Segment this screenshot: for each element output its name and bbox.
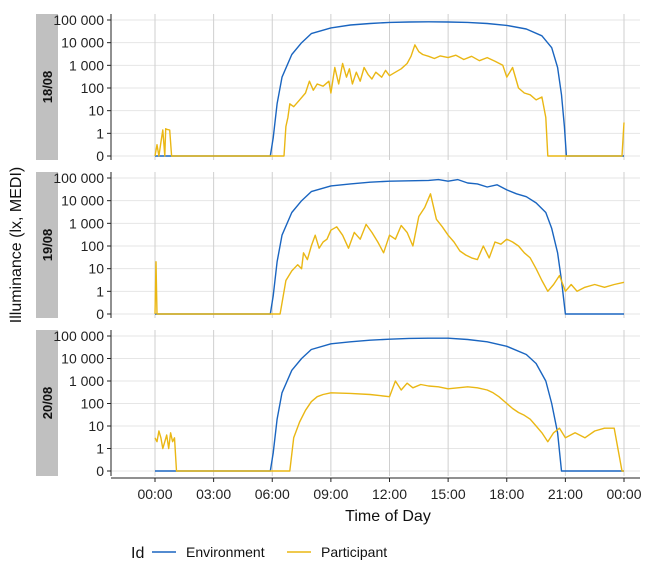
facet-panel: 19/08 0 1 10 100 1 000 10 000 100 000 <box>36 170 640 322</box>
series-line-participant <box>154 193 625 315</box>
y-tick-label: 100 <box>81 396 105 412</box>
y-tick-label: 100 <box>81 80 105 96</box>
facet-panel: 18/08 0 1 10 100 1 000 10 000 100 000 <box>36 12 640 164</box>
y-tick-label: 1 000 <box>69 57 104 73</box>
facet-strip-label: 18/08 <box>40 71 55 104</box>
series-line-participant <box>154 380 624 472</box>
facet-strip <box>36 330 58 476</box>
y-tick-label: 1 000 <box>69 215 104 231</box>
x-tick-label: 00:00 <box>606 486 641 502</box>
y-tick-label: 10 <box>88 261 104 277</box>
y-tick-label: 10 000 <box>61 193 104 209</box>
legend-label-participant: Participant <box>321 544 387 560</box>
series-line-environment <box>155 178 624 315</box>
y-tick-label: 10 <box>88 103 104 119</box>
y-tick-label: 1 000 <box>69 373 104 389</box>
legend: Id Environment Participant <box>131 544 387 562</box>
series-line-environment <box>155 21 624 157</box>
y-tick-label: 10 <box>88 418 104 434</box>
series-line-environment <box>155 337 624 472</box>
x-tick-label: 21:00 <box>548 486 583 502</box>
y-tick-label: 10 000 <box>61 351 104 367</box>
facet-strip <box>36 172 58 318</box>
y-tick-label: 100 000 <box>53 328 104 344</box>
x-tick-label: 12:00 <box>372 486 407 502</box>
x-tick-label: 06:00 <box>255 486 290 502</box>
x-axis-title: Time of Day <box>345 508 431 525</box>
legend-label-environment: Environment <box>186 544 265 560</box>
facet-strip-label: 19/08 <box>40 229 55 262</box>
x-tick-label: 03:00 <box>196 486 231 502</box>
y-tick-label: 0 <box>96 306 104 322</box>
y-tick-label: 100 000 <box>53 170 104 186</box>
facet-strip <box>36 14 58 160</box>
series-line-participant <box>154 44 625 157</box>
y-axis-title: Illuminance (lx, MEDI) <box>8 167 25 323</box>
x-tick-label: 18:00 <box>489 486 524 502</box>
x-tick-label: 09:00 <box>313 486 348 502</box>
y-tick-label: 1 <box>96 441 104 457</box>
y-tick-label: 1 <box>96 125 104 141</box>
y-tick-label: 1 <box>96 283 104 299</box>
y-tick-label: 10 000 <box>61 35 104 51</box>
y-tick-label: 100 <box>81 238 105 254</box>
legend-title: Id <box>131 545 144 562</box>
x-tick-label: 00:00 <box>137 486 172 502</box>
facet-strip-label: 20/08 <box>40 387 55 420</box>
x-axis: 00:00 03:00 06:00 09:00 12:00 15:00 18:00 21:00… <box>111 477 642 502</box>
y-tick-label: 0 <box>96 148 104 164</box>
facet-panel: 20/08 0 1 10 100 1 000 10 000 100 000 <box>36 328 640 479</box>
x-tick-label: 15:00 <box>431 486 466 502</box>
y-tick-label: 100 000 <box>53 12 104 28</box>
y-tick-label: 0 <box>96 463 104 479</box>
